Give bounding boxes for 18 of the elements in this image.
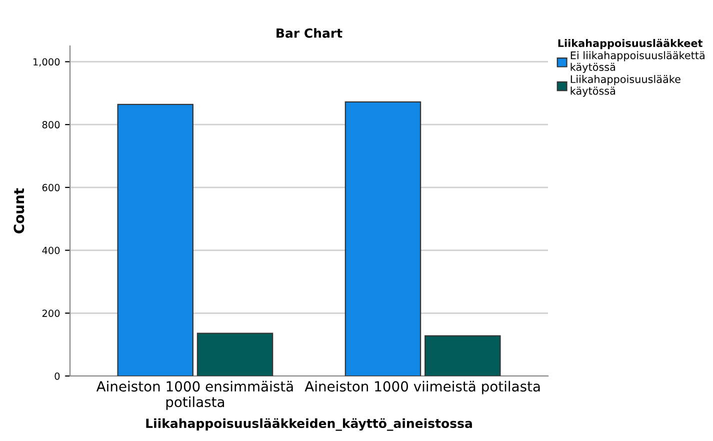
legend-label: Liikahappoisuuslääke käytössä	[570, 75, 680, 97]
x-tick-label: Aineiston 1000 viimeistä potilasta	[304, 380, 540, 394]
bar	[196, 332, 274, 376]
bar	[117, 104, 194, 376]
legend-title: Liikahappoisuuslääkkeet	[558, 38, 703, 50]
x-tick-label: Aineiston 1000 ensimmäistä potilasta	[96, 380, 293, 410]
y-tick-label: 600	[42, 184, 60, 192]
legend-label: Ei liikahappoisuuslääkettä käytössä	[570, 51, 704, 73]
bar	[424, 335, 501, 376]
y-tick-label: 0	[54, 372, 60, 380]
y-tick-label: 400	[42, 246, 60, 254]
y-tick-label: 1,000	[34, 58, 60, 67]
chart-title: Bar Chart	[276, 28, 342, 38]
y-tick-label: 800	[42, 121, 60, 128]
y-tick-label: 200	[42, 310, 60, 317]
bar	[344, 101, 422, 376]
y-axis-title: Count	[14, 188, 24, 234]
x-axis-title: Liikahappoisuuslääkkeiden_käyttö_aineistossa	[146, 418, 472, 431]
